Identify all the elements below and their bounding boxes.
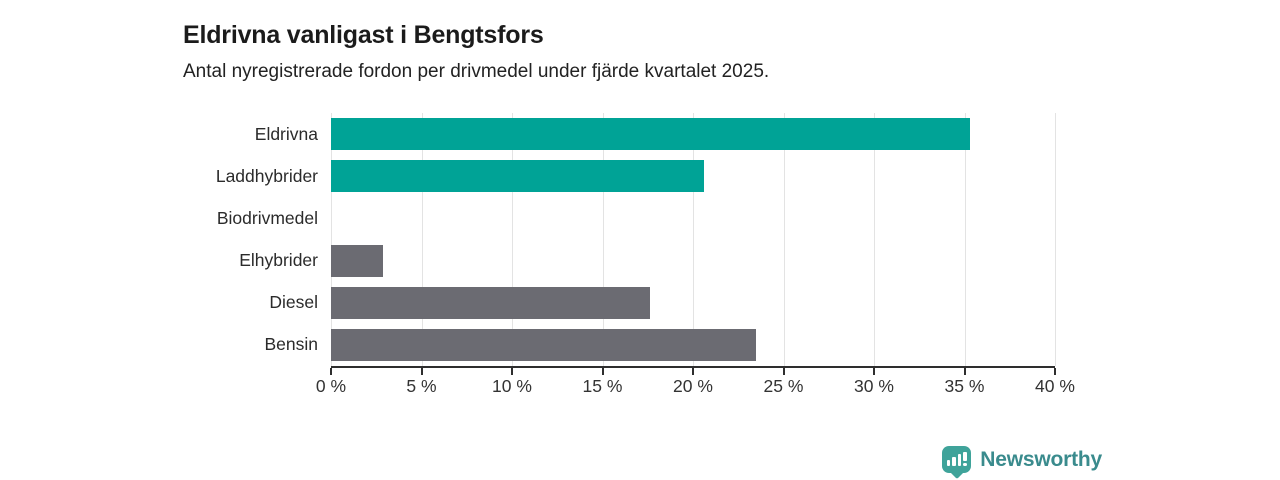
category-labels: Eldrivna Laddhybrider Biodrivmedel Elhybrid…	[0, 113, 318, 366]
x-axis-tick	[963, 368, 966, 375]
gridline	[964, 113, 966, 366]
bar-diesel	[331, 286, 650, 319]
x-axis-tick	[782, 368, 785, 375]
bar-elhybrider	[331, 244, 384, 277]
category-label-diesel: Diesel	[269, 292, 318, 313]
x-axis-tick	[692, 368, 694, 375]
x-axis-tick-label: 30 %	[854, 376, 894, 396]
x-axis-tick	[601, 368, 604, 375]
gridline	[693, 113, 694, 366]
plot-area	[331, 113, 1056, 368]
category-label-bensin: Bensin	[264, 334, 318, 355]
x-axis-tick	[873, 368, 875, 375]
category-label-elhybrider: Elhybrider	[239, 250, 318, 271]
x-axis-tick	[330, 368, 332, 375]
bar-row	[331, 282, 1055, 324]
bar-row	[331, 113, 1055, 155]
bar-eldrivna	[331, 118, 970, 151]
brand-logo: Newsworthy	[942, 446, 1102, 473]
x-axis-tick-label: 15 %	[582, 376, 623, 396]
x-axis-tick-label: 5 %	[406, 376, 437, 396]
bar-row	[331, 155, 1055, 197]
bar-row	[331, 240, 1055, 282]
gridline	[1055, 113, 1056, 366]
x-axis-tick-label: 25 %	[763, 376, 804, 396]
bars-area	[331, 113, 1055, 366]
chart-subtitle: Antal nyregistrerade fordon per drivmede…	[183, 61, 770, 82]
gridline	[874, 113, 875, 366]
gridline	[783, 113, 785, 366]
category-label-eldrivna: Eldrivna	[254, 123, 318, 144]
x-axis-tick-label: 35 %	[944, 376, 985, 396]
gridline	[602, 113, 604, 366]
category-label-laddhybrider: Laddhybrider	[215, 165, 318, 186]
gridlines	[331, 113, 1056, 366]
bar-row	[331, 324, 1055, 366]
category-label-biodrivmedel: Biodrivmedel	[216, 207, 318, 228]
x-axis-tick	[511, 368, 513, 375]
gridline	[512, 113, 513, 366]
gridline	[331, 113, 332, 366]
bar-chart-exclamation-glyph	[942, 446, 971, 473]
newsworthy-icon	[942, 446, 972, 473]
x-axis-tick	[1054, 368, 1056, 375]
gridline	[421, 113, 423, 366]
page-title: Eldrivna vanligast i Bengtsfors	[183, 20, 544, 49]
x-axis-tick-label: 0 %	[315, 376, 347, 396]
x-axis-tick-label: 20 %	[673, 376, 713, 396]
bar-row	[331, 197, 1055, 239]
bar-laddhybrider	[331, 160, 704, 193]
x-axis-tick-label: 10 %	[492, 376, 532, 396]
x-axis-tick-label: 40 %	[1035, 376, 1075, 396]
bar-bensin	[331, 328, 757, 361]
x-axis-tick	[420, 368, 423, 375]
brand-name: Newsworthy	[980, 447, 1102, 471]
